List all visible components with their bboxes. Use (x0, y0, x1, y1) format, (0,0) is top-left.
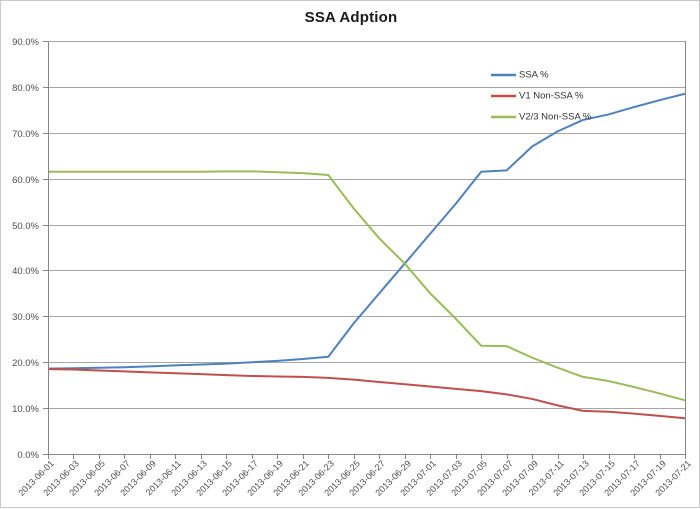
y-tick-label: 10.0% (12, 404, 39, 415)
y-tick-label: 60.0% (12, 175, 39, 186)
axis-lines (48, 41, 686, 455)
y-axis-labels: 0.0% 10.0% 20.0% 30.0% 40.0% 50.0% 60.0% 70.0% 8… (12, 37, 39, 461)
axis-tickmarks (43, 41, 686, 459)
y-tick-label: 20.0% (12, 358, 39, 369)
chart-title: SSA Adption (304, 9, 398, 26)
series-line-1 (47, 368, 686, 420)
y-tick-label: 30.0% (12, 312, 39, 323)
y-tick-label: 50.0% (12, 221, 39, 232)
y-tick-label: 90.0% (12, 37, 39, 48)
series-line-2 (48, 170, 686, 402)
y-tick-label: 0.0% (17, 450, 39, 461)
y-tick-label: 70.0% (12, 129, 39, 140)
legend-label-1: V1 Non-SSA % (519, 91, 584, 102)
data-series (47, 92, 686, 420)
legend-label-0: SSA % (519, 70, 549, 81)
chart-legend: SSA % V1 Non-SSA % V2/3 Non-SSA % (491, 70, 592, 123)
legend-label-2: V2/3 Non-SSA % (519, 112, 592, 123)
series-line-0 (47, 92, 686, 370)
x-axis-labels: 2013-06-012013-06-032013-06-052013-06-07… (16, 458, 693, 498)
gridlines (48, 41, 685, 409)
y-tick-label: 80.0% (12, 83, 39, 94)
y-tick-label: 40.0% (12, 266, 39, 277)
